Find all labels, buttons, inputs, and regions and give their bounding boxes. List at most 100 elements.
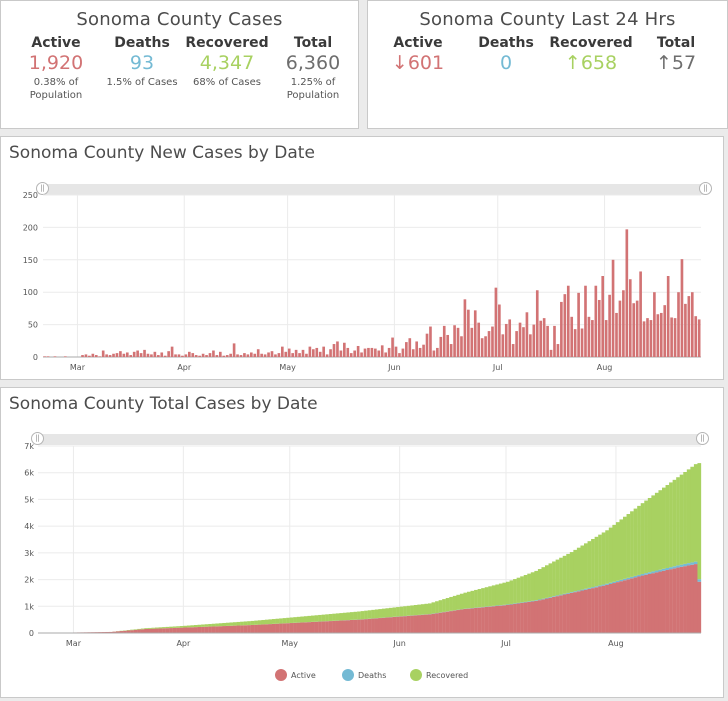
total-cases-bar-active [325,621,329,633]
total-cases-bar-active [225,625,230,633]
total-cases-bar-recovered [463,592,468,609]
last24-recovered-value: ↑658 [564,52,618,74]
total-cases-bar-active [530,601,535,633]
new-cases-bar [542,318,546,357]
total-cases-bar-active [183,627,188,633]
new-cases-bar [167,351,170,357]
new-cases-range-scrollbar[interactable]: || || [36,182,712,195]
new-cases-bar [649,320,653,357]
new-cases-bar [494,287,498,357]
total-cases-y-tick-label: 7k [24,442,34,451]
total-cases-range-start-handle[interactable]: || [31,432,44,445]
total-cases-bar-recovered [630,511,634,577]
new-cases-bar [580,328,584,357]
total-cases-bar-active [608,583,613,633]
new-cases-bar [539,320,543,357]
total-cases-bar-recovered [268,619,273,625]
total-cases-bar-recovered [339,613,344,621]
new-cases-bar [267,352,270,357]
total-cases-bar-recovered [240,621,244,626]
total-cases-bar-recovered [151,627,156,629]
total-cases-bar-recovered [264,619,269,625]
total-cases-bar-recovered [229,622,234,626]
legend-label-recovered: Recovered [426,671,468,680]
total-cases-bar-deaths [516,602,521,604]
new-cases-bar [473,310,477,357]
total-cases-bar-active [218,626,223,633]
last24-active-label: Active [393,35,443,51]
new-cases-bar [105,354,108,357]
total-cases-bar-recovered [155,627,159,629]
total-cases-bar-active [233,625,237,633]
total-cases-bar-active [442,612,446,633]
new-cases-bar [535,290,539,357]
total-cases-bar-active [318,621,322,633]
last24-deaths: Deaths 0 [466,35,546,74]
new-cases-bar [401,348,405,357]
total-cases-bar-recovered [293,617,297,623]
total-cases-bar-recovered [396,607,400,617]
new-cases-range-start-handle[interactable]: || [36,182,49,195]
total-cases-bar-recovered [626,514,631,578]
new-cases-bar [405,342,408,357]
total-cases-bar-active [651,573,656,633]
total-cases-bar-active [335,620,340,633]
total-cases-bar-active [123,630,127,633]
total-cases-bar-deaths [647,572,652,574]
total-cases-bar-recovered [360,611,365,620]
new-cases-bar [374,348,377,357]
total-cases-bar-recovered [417,604,422,615]
total-cases-bar-active [158,628,163,633]
total-cases-bar-active [438,612,443,633]
total-cases-bar-active [484,606,489,633]
new-cases-bar [281,346,284,357]
total-cases-bar-active [523,602,528,633]
total-cases-bar-recovered [399,606,404,617]
total-cases-bar-active [591,588,595,633]
new-cases-bar [274,354,277,357]
new-cases-bar [642,321,646,357]
total-cases-bar-active [566,593,570,633]
total-cases-range-end-handle[interactable]: || [696,432,709,445]
new-cases-bar [529,334,532,357]
new-cases-range-end-handle[interactable]: || [699,182,712,195]
total-cases-bar-active [413,615,418,633]
total-cases-bar-recovered [381,608,386,618]
new-cases-bar [215,355,219,357]
total-cases-bar-deaths [693,561,698,565]
new-cases-bar [84,354,88,357]
new-cases-bar [46,356,50,357]
new-cases-bar [367,347,370,357]
total-cases-bar-recovered [654,492,659,571]
total-cases-bar-recovered [598,534,602,586]
new-cases-bar [239,355,243,357]
total-cases-bar-active [162,628,166,633]
total-cases-range-scrollbar[interactable]: || || [31,432,709,445]
total-cases-bar-active [516,603,521,633]
stat-total-value: 6,360 [285,52,341,74]
total-cases-bar-recovered [513,579,517,604]
total-cases-bar-active [389,617,393,633]
legend-marker-deaths [342,669,354,681]
total-cases-bar-recovered [697,463,702,580]
total-cases-bar-recovered [346,612,351,621]
new-cases-bar [460,336,463,357]
total-cases-bar-recovered [201,624,205,627]
new-cases-y-tick-label: 200 [23,223,38,232]
total-cases-bar-active [197,626,202,633]
last24-total-label: Total [656,35,696,51]
total-cases-bar-active [513,603,517,633]
total-cases-bar-active [215,626,219,633]
new-cases-bar [270,351,274,357]
new-cases-bar [508,319,512,357]
total-cases-y-tick-label: 6k [24,469,34,478]
new-cases-bar [477,322,481,357]
new-cases-bar [349,353,353,357]
new-cases-bar [484,336,487,357]
total-cases-bar-active [179,627,184,633]
total-cases-bar-active [431,613,436,633]
total-cases-bar-recovered [300,616,305,623]
total-cases-y-tick-label: 0 [29,629,34,638]
total-cases-bar-active [520,602,524,633]
new-cases-bar [253,353,257,357]
